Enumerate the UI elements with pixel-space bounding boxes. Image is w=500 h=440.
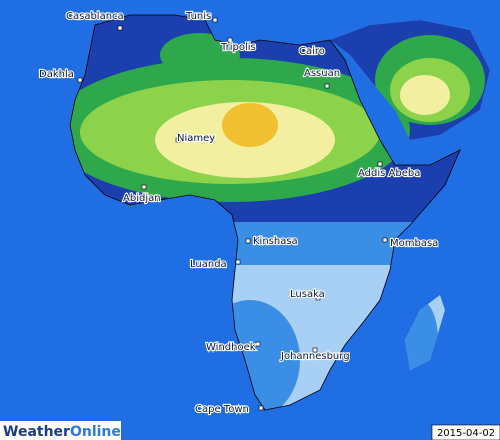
date-frame: [431, 424, 500, 440]
city-label: Cape Town: [195, 404, 249, 415]
city-dot: [315, 295, 321, 301]
city-label: Lusaka: [290, 289, 325, 300]
city-dot: [245, 238, 251, 244]
city-dot: [175, 137, 181, 143]
city-dot: [317, 47, 323, 53]
city-dot: [324, 83, 330, 89]
zone-green: [160, 33, 240, 77]
logo-part: Weather: [3, 424, 70, 440]
city-label: Addis Abeba: [358, 168, 420, 179]
city-label: Mombasa: [390, 238, 438, 249]
city-label: Windhoek: [206, 342, 256, 353]
city-dot: [382, 237, 388, 243]
city-dot: [235, 259, 241, 265]
city-dot: [77, 77, 83, 83]
city-label: Tunis: [185, 11, 211, 22]
city-dot: [117, 25, 123, 31]
date-box: 2015-04-02: [431, 424, 500, 440]
city-dots: [77, 17, 388, 411]
city-label: Cairo: [299, 46, 325, 57]
city-dot: [212, 17, 218, 23]
city-label: Kinshasa: [253, 236, 298, 247]
city-dot: [377, 161, 383, 167]
logo: WeatherOnline: [0, 421, 121, 440]
city-label: Johannesburg: [280, 351, 350, 362]
city-dot: [255, 341, 261, 347]
city-dot: [141, 184, 147, 190]
city-labels: Casablanca Tunis Tripolis Cairo Assuan D…: [38, 10, 440, 416]
city-label: Dakhla: [39, 69, 74, 80]
zone-gold: [222, 103, 278, 147]
city-dot: [258, 405, 264, 411]
city-label: Abidjan: [123, 193, 161, 204]
logo-part: Online: [70, 424, 121, 440]
city-label: Assuan: [304, 68, 340, 79]
date: 2015-04-02: [437, 428, 495, 439]
city-label: Niamey: [177, 133, 215, 144]
zone-pale-yellow: [400, 75, 450, 115]
city-label: Casablanca: [66, 11, 124, 22]
city-dot: [312, 347, 318, 353]
logo-text: WeatherOnline: [3, 424, 121, 440]
city-label: Tripolis: [220, 42, 256, 53]
city-label: Luanda: [190, 259, 227, 270]
city-dot: [227, 37, 233, 43]
logo-box: [0, 421, 121, 440]
